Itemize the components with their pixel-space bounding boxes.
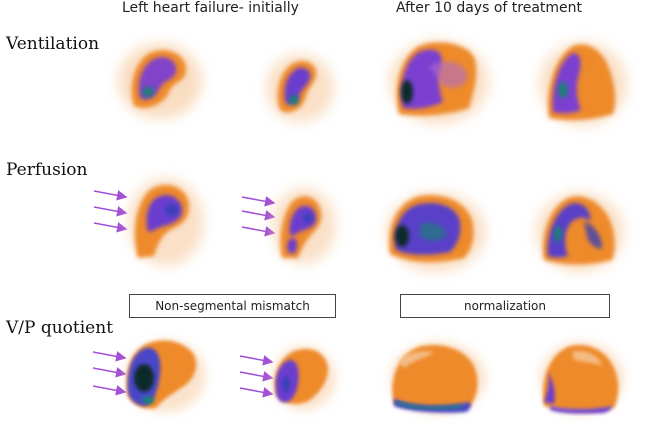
arrow-icon: [241, 210, 276, 221]
ventilation-scan-initial-1: [118, 43, 202, 119]
vp-arrows-initial-2: [239, 355, 274, 398]
vp-arrows-initial-1: [92, 351, 127, 396]
vp-scan-after-1: [390, 342, 486, 414]
arrow-icon: [239, 371, 274, 382]
arrow-icon: [93, 222, 128, 233]
perfusion-arrows-initial-2: [241, 196, 276, 237]
ventilation-scan-after-1: [389, 40, 489, 124]
ventilation-scan-initial-2: [266, 54, 334, 122]
arrow-icon: [92, 367, 127, 378]
column-header-after-treatment: After 10 days of treatment: [396, 0, 583, 16]
arrow-icon: [92, 351, 127, 362]
label-normalization: normalization: [400, 294, 610, 318]
perfusion-scan-after-1: [386, 192, 486, 272]
perfusion-arrows-initial-1: [93, 190, 128, 233]
arrow-icon: [241, 226, 276, 237]
perfusion-scan-after-2: [536, 192, 624, 272]
label-non-segmental-mismatch: Non-segmental mismatch: [129, 294, 336, 318]
arrow-icon: [239, 355, 274, 366]
row-label-perfusion: Perfusion: [6, 160, 88, 180]
perfusion-scan-initial-2: [272, 188, 336, 264]
row-label-vp-quotient: V/P quotient: [6, 318, 114, 338]
perfusion-scan-initial-1: [128, 178, 204, 266]
vp-scan-initial-2: [272, 346, 336, 410]
arrow-icon: [92, 385, 127, 396]
arrow-icon: [239, 387, 274, 398]
row-label-ventilation: Ventilation: [6, 34, 100, 54]
column-header-initial: Left heart failure- initially: [122, 0, 299, 16]
arrow-icon: [93, 190, 128, 201]
arrow-icon: [93, 206, 128, 217]
vp-scan-after-2: [540, 342, 624, 414]
arrow-icon: [241, 196, 276, 207]
ventilation-scan-after-2: [539, 42, 627, 126]
vp-scan-initial-1: [126, 340, 206, 412]
